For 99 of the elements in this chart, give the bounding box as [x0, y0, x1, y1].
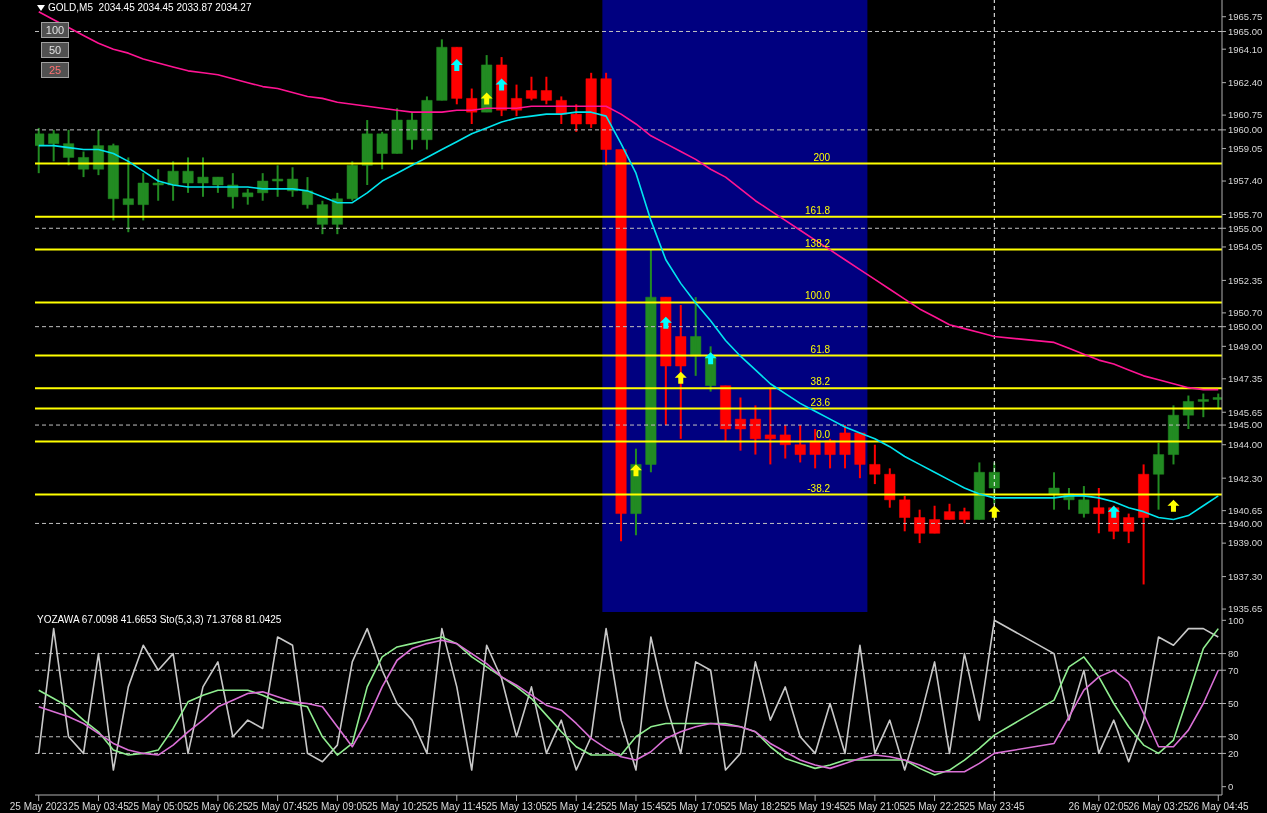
x-tick-label: 25 May 19:45: [784, 801, 846, 813]
y-tick-label: 1939.00: [1228, 537, 1263, 549]
point: [674, 371, 687, 384]
y-tick-label: 80: [1228, 647, 1239, 659]
y-tick-label: 1945.65: [1228, 406, 1263, 418]
y-tick-label: 1949.00: [1228, 340, 1263, 352]
candlestick: [212, 176, 224, 194]
candlestick: [1197, 392, 1209, 419]
y-tick-label: 1964.10: [1228, 43, 1263, 55]
annotation: 0.0: [816, 429, 831, 441]
candlestick: [914, 508, 926, 545]
candlestick: [1123, 512, 1135, 545]
x-tick-label: 25 May 03:45: [68, 801, 130, 813]
x-tick-label: 25 May 21:05: [844, 801, 906, 813]
point: [495, 78, 508, 91]
y-tick-label: 1937.30: [1228, 570, 1263, 582]
candlestick: [346, 160, 358, 202]
y-tick-label: 1945.00: [1228, 419, 1263, 431]
y-tick-label: 1952.35: [1228, 274, 1263, 286]
y-tick-label: 1960.00: [1228, 124, 1263, 136]
x-tick-label: 25 May 15:45: [605, 801, 667, 813]
x-tick-label: 25 May 06:25: [187, 801, 249, 813]
candlestick: [764, 386, 776, 466]
candlestick: [1078, 485, 1090, 519]
button: 25: [41, 62, 69, 78]
candlestick: [869, 443, 881, 486]
annotation: 23.6: [810, 396, 831, 408]
candlestick: [899, 494, 911, 533]
y-tick-label: 1962.40: [1228, 77, 1263, 89]
button: 50: [41, 42, 69, 58]
y-tick-label: 1954.05: [1228, 241, 1263, 253]
y-tick-label: 1940.00: [1228, 517, 1263, 529]
candlestick: [137, 172, 149, 222]
candlestick: [1048, 471, 1060, 511]
point: [659, 316, 672, 329]
annotation: 61.8: [810, 343, 831, 355]
x-tick-label: 25 May 10:25: [366, 801, 428, 813]
x-tick-label: 25 May 2023: [9, 801, 69, 813]
y-tick-label: 1950.70: [1228, 307, 1263, 319]
y-tick-label: 1960.75: [1228, 109, 1263, 121]
candlestick: [570, 103, 582, 133]
y-tick-label: 1965.75: [1228, 11, 1263, 23]
y-tick-label: 0: [1228, 781, 1234, 793]
point: [1107, 505, 1120, 518]
annotation: 100.0: [805, 290, 831, 302]
x-tick-label: 25 May 22:25: [904, 801, 966, 813]
x-tick-label: 25 May 14:25: [545, 801, 607, 813]
candlestick: [376, 130, 388, 171]
y-tick-label: 1947.35: [1228, 373, 1263, 385]
y-tick-label: 70: [1228, 664, 1239, 676]
candlestick: [182, 156, 194, 194]
y-tick-label: 1955.70: [1228, 208, 1263, 220]
y-tick-label: 1935.65: [1228, 603, 1263, 615]
y-tick-label: 1944.00: [1228, 439, 1263, 451]
x-tick-label: 25 May 18:25: [725, 801, 787, 813]
point: [1167, 499, 1180, 512]
point: [629, 464, 642, 477]
x-tick-label: 25 May 17:05: [665, 801, 727, 813]
y-tick-label: 1950.00: [1228, 321, 1263, 333]
y-tick-label: 1959.05: [1228, 142, 1263, 154]
chart-title: GOLD,M5 2034.45 2034.45 2033.87 2034.27: [48, 2, 252, 13]
candlestick: [436, 38, 448, 102]
annotation: 38.2: [810, 376, 831, 388]
x-tick-label: 26 May 04:45: [1187, 801, 1249, 813]
x-tick-label: 26 May 03:25: [1128, 801, 1190, 813]
point: [480, 92, 493, 105]
x-tick-label: 25 May 11:45: [426, 801, 488, 813]
x-tick-label: 25 May 13:05: [486, 801, 548, 813]
candlestick: [242, 187, 254, 206]
y-tick-label: 50: [1228, 697, 1239, 709]
y-tick-label: 1957.40: [1228, 175, 1263, 187]
annotation: 161.8: [805, 204, 831, 216]
candlestick: [152, 168, 164, 202]
point: [450, 58, 463, 71]
x-tick-label: 26 May 02:05: [1068, 801, 1130, 813]
y-tick-label: 1965.00: [1228, 25, 1263, 37]
y-tick-label: 100: [1228, 614, 1244, 626]
y-tick-label: 30: [1228, 731, 1239, 743]
candlestick: [794, 424, 806, 464]
candlestick: [391, 107, 403, 155]
y-tick-label: 1942.30: [1228, 472, 1263, 484]
candlestick: [122, 156, 134, 234]
candlestick: [1093, 487, 1105, 535]
y-tick-label: 1955.00: [1228, 222, 1263, 234]
candlestick: [197, 156, 209, 198]
point: [704, 352, 717, 365]
candlestick: [272, 164, 284, 198]
x-tick-label: 25 May 07:45: [247, 801, 309, 813]
chart-title: YOZAWA 67.0098 41.6653 Sto(5,3,3) 71.3768 81.0425: [37, 614, 282, 625]
button: 100: [41, 22, 69, 38]
y-tick-label: 20: [1228, 747, 1239, 759]
candlestick: [988, 461, 1000, 505]
candlestick: [48, 128, 60, 163]
annotation: -38.2: [807, 482, 831, 494]
annotation: 200: [813, 151, 831, 163]
x-tick-label: 25 May 23:45: [964, 801, 1026, 813]
x-tick-label: 25 May 05:05: [127, 801, 189, 813]
y-tick-label: 1940.65: [1228, 505, 1263, 517]
point: [988, 505, 1001, 518]
